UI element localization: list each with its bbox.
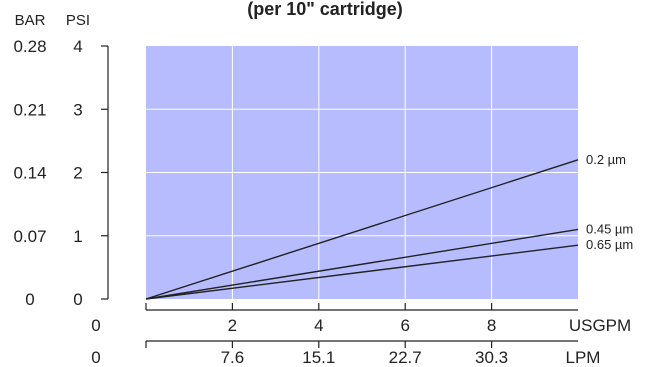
bar-unit-label: BAR (15, 12, 46, 29)
usgpm-origin-label: 0 (91, 316, 100, 335)
series-lines (145, 159, 579, 300)
bar-tick-label: 0.21 (13, 100, 46, 119)
usgpm-tick-label: 8 (487, 316, 496, 335)
series-line (145, 159, 579, 300)
psi-unit-label: PSI (66, 12, 90, 29)
bar-tick-label: 0.28 (13, 37, 46, 56)
bar-tick-label: 0.07 (13, 227, 46, 246)
grid-lines (146, 46, 578, 299)
series-label: 0.2 µm (586, 152, 626, 167)
series-label: 0.45 µm (586, 221, 633, 236)
lpm-tick-label: 7.6 (221, 348, 245, 367)
axes (101, 45, 578, 348)
chart-title: (per 10" cartridge) (247, 0, 403, 19)
lpm-tick-label: 30.3 (475, 348, 508, 367)
lpm-unit-label: LPM (566, 348, 601, 367)
tick-labels: 0.2 µm0.45 µm0.65 µm0010.0720.1430.2140.… (13, 37, 633, 367)
psi-tick-label: 3 (73, 100, 82, 119)
psi-tick-label: 1 (73, 227, 82, 246)
usgpm-unit-label: USGPM (569, 316, 631, 335)
series-label: 0.65 µm (586, 237, 633, 252)
lpm-tick-label: 22.7 (389, 348, 422, 367)
psi-tick-label: 4 (73, 37, 82, 56)
bar-tick-label: 0.14 (13, 164, 46, 183)
usgpm-tick-label: 2 (228, 316, 237, 335)
psi-tick-label: 2 (73, 164, 82, 183)
usgpm-tick-label: 6 (400, 316, 409, 335)
lpm-origin-label: 0 (91, 348, 100, 367)
series-line (145, 228, 579, 300)
usgpm-tick-label: 4 (314, 316, 323, 335)
lpm-tick-label: 15.1 (302, 348, 335, 367)
psi-tick-label: 0 (73, 290, 82, 309)
bar-tick-label: 0 (25, 290, 34, 309)
series-line (145, 244, 579, 300)
